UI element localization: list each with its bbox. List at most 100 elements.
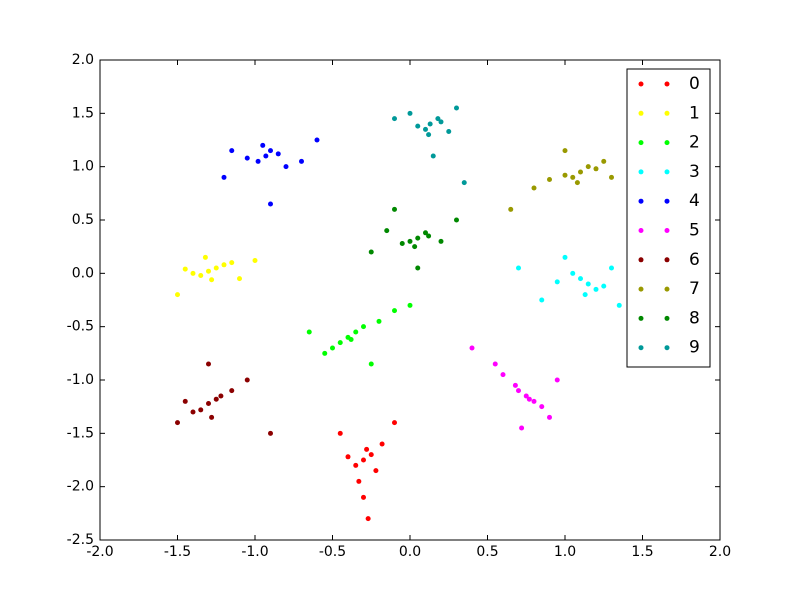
- point: [361, 324, 366, 330]
- point: [353, 462, 359, 468]
- point: [554, 377, 560, 383]
- point: [182, 398, 188, 404]
- legend-label: 9: [689, 338, 700, 358]
- point: [206, 268, 211, 274]
- point: [330, 345, 335, 351]
- y-tick-label: 0.5: [72, 212, 94, 228]
- point: [585, 281, 591, 287]
- legend: 0 1 2 3 4 5 6 7 8 9: [626, 68, 711, 368]
- point: [275, 151, 281, 157]
- point: [361, 494, 366, 500]
- point: [609, 265, 614, 271]
- point: [209, 414, 215, 420]
- legend-marker: [638, 140, 644, 146]
- x-tick-label: -0.5: [319, 544, 346, 560]
- x-tick-label: 2.0: [709, 544, 731, 560]
- legend-marker: [664, 169, 670, 175]
- point: [213, 396, 219, 402]
- point: [547, 176, 552, 182]
- point: [268, 430, 273, 436]
- point: [213, 265, 219, 271]
- point: [368, 452, 374, 458]
- point: [426, 233, 432, 239]
- point: [492, 361, 498, 367]
- point: [198, 272, 204, 278]
- point: [260, 142, 266, 148]
- point: [426, 132, 432, 138]
- point: [616, 302, 622, 308]
- point: [562, 254, 568, 260]
- point: [430, 153, 436, 159]
- point: [423, 230, 428, 236]
- point: [562, 172, 568, 178]
- x-tick-label: 1.5: [631, 544, 653, 560]
- point: [446, 128, 452, 134]
- legend-marker: [638, 345, 644, 351]
- point: [508, 206, 514, 212]
- point: [263, 153, 269, 159]
- point: [427, 121, 433, 127]
- legend-label: 1: [689, 103, 700, 123]
- legend-marker: [664, 140, 670, 146]
- point: [539, 404, 545, 410]
- legend-label: 2: [689, 133, 700, 153]
- point: [182, 266, 188, 272]
- point: [523, 393, 529, 399]
- legend-marker: [638, 198, 644, 204]
- point: [601, 158, 607, 164]
- y-tick-label: 2.0: [72, 52, 94, 68]
- point: [299, 158, 304, 164]
- point: [202, 254, 208, 260]
- point: [593, 166, 599, 172]
- y-tick-label: -2.0: [67, 479, 94, 495]
- point: [365, 516, 371, 522]
- x-tick-label: 1.0: [554, 544, 576, 560]
- point: [384, 228, 390, 234]
- point: [361, 457, 366, 463]
- point: [399, 240, 405, 246]
- legend-label: 0: [689, 74, 700, 94]
- point: [379, 441, 385, 447]
- point: [601, 283, 607, 289]
- legend-label: 5: [689, 221, 700, 241]
- point: [407, 238, 413, 244]
- y-tick-label: 1.0: [72, 159, 94, 175]
- legend-label: 8: [689, 308, 700, 328]
- legend-marker: [664, 345, 670, 351]
- legend-marker: [638, 169, 644, 175]
- point: [454, 105, 459, 111]
- point: [237, 276, 242, 282]
- point: [175, 420, 180, 426]
- point: [337, 340, 343, 346]
- point: [531, 398, 537, 404]
- point: [322, 350, 328, 356]
- point: [609, 174, 614, 180]
- legend-marker: [638, 228, 644, 233]
- point: [368, 361, 374, 367]
- legend-marker: [638, 286, 644, 292]
- point: [526, 396, 532, 402]
- point: [283, 164, 289, 170]
- point: [244, 377, 250, 383]
- legend-label: 6: [689, 250, 700, 270]
- point: [423, 126, 428, 132]
- point: [252, 258, 258, 264]
- legend-marker: [638, 257, 644, 263]
- point: [407, 110, 413, 116]
- point: [578, 276, 583, 282]
- legend-marker: [664, 257, 670, 263]
- point: [218, 393, 224, 399]
- point: [348, 336, 354, 342]
- point: [268, 148, 273, 154]
- point: [574, 180, 580, 186]
- point: [356, 478, 362, 484]
- point: [461, 180, 467, 186]
- point: [206, 400, 211, 406]
- y-tick-label: 1.5: [72, 105, 94, 121]
- point: [392, 420, 397, 426]
- point: [539, 297, 545, 303]
- point: [229, 388, 235, 394]
- point: [469, 345, 475, 351]
- point: [198, 407, 204, 413]
- point: [412, 244, 418, 250]
